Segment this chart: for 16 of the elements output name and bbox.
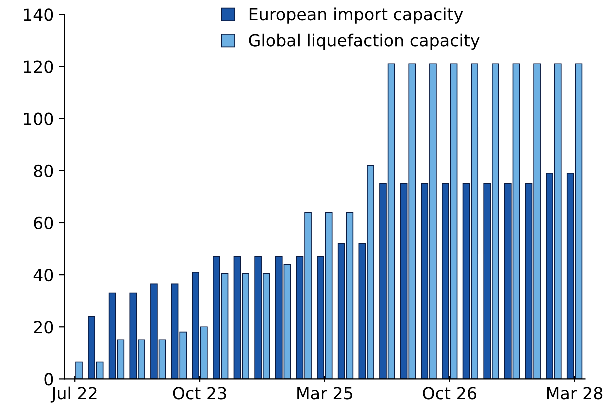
y-tick-label: 100 (24, 112, 54, 126)
x-tick-label: Jul 22 (50, 386, 97, 403)
y-tick-label: 80 (34, 164, 54, 178)
x-tick-label: Oct 26 (423, 387, 476, 400)
legend-label: European import capacity (250, 8, 464, 24)
y-tick-label: 60 (34, 216, 54, 230)
x-tick-label: Oct 23 (173, 387, 226, 400)
y-tick-label: 120 (24, 60, 54, 74)
y-tick-label: 0 (44, 373, 54, 386)
bar (76, 362, 83, 380)
y-tick-label: 140 (24, 8, 54, 22)
y-tick-label: 20 (34, 321, 54, 334)
x-tick-label: Mar 25 (298, 387, 352, 400)
x-tick-label: Mar 28 (547, 387, 603, 400)
y-tick-label: 40 (34, 269, 54, 282)
legend-label: Global liquefaction capacity (249, 34, 480, 50)
